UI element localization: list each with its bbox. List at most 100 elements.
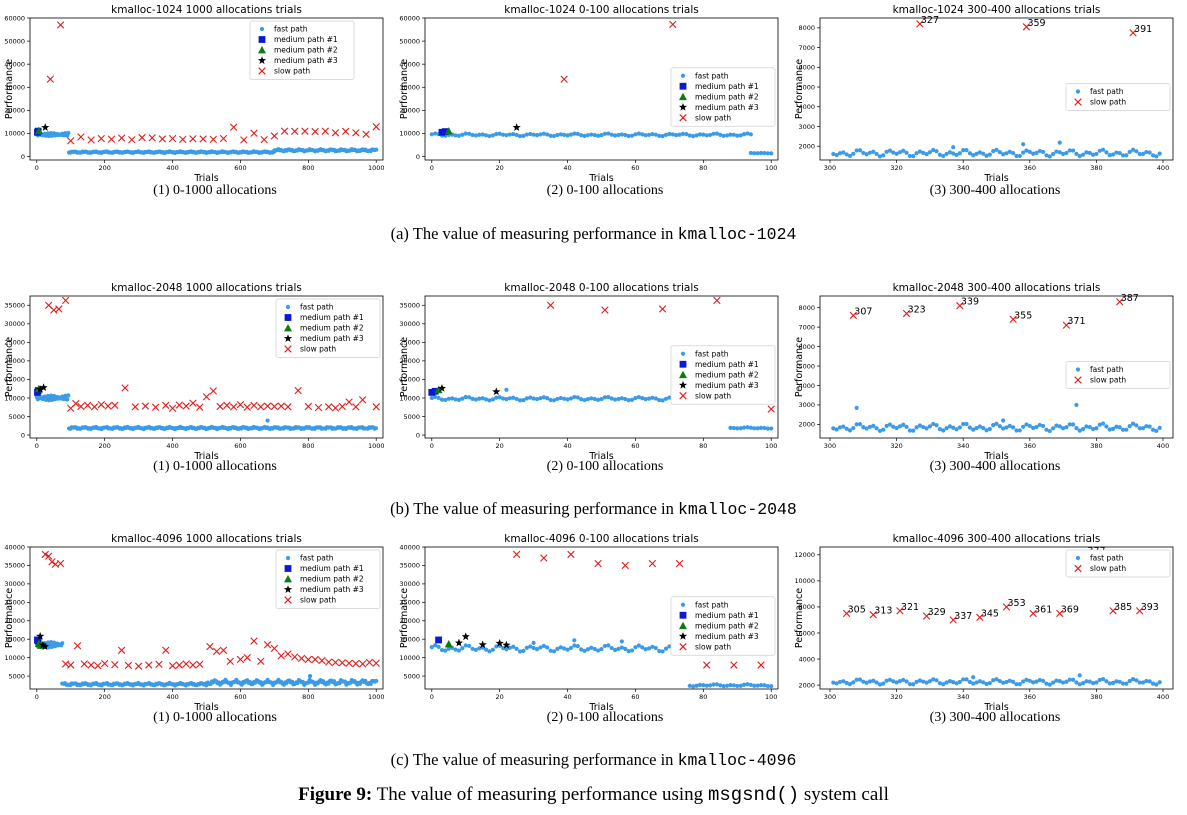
- fast-path-point: [944, 426, 949, 431]
- fast-path-point: [1100, 421, 1106, 426]
- fast-path-point: [758, 150, 764, 156]
- fast-path-point: [1140, 680, 1146, 685]
- legend-box: [249, 20, 355, 80]
- y-tick-label: 15000: [4, 376, 25, 384]
- fast-path-point: [1090, 681, 1096, 686]
- slow-path-point: [250, 637, 258, 645]
- fast-path-point: [701, 132, 706, 137]
- legend-marker-slow: [679, 114, 687, 122]
- y-tick-label: 3000: [798, 401, 815, 409]
- slow-path-point: [311, 655, 319, 664]
- fast-path-point: [974, 151, 979, 156]
- fast-path-point: [562, 646, 567, 651]
- fast-path-point: [66, 393, 71, 398]
- legend-box: [275, 298, 381, 358]
- fast-path-point: [670, 132, 675, 137]
- fast-path-point: [884, 423, 889, 428]
- fast-path-point: [1047, 682, 1052, 687]
- y-tick-label: 6000: [798, 64, 815, 72]
- fast-path-point: [714, 131, 720, 136]
- fast-path-point: [619, 639, 624, 644]
- slow-path-point: [594, 559, 602, 568]
- slow-path-point: [67, 661, 75, 669]
- fast-path-point: [907, 153, 913, 159]
- fast-path-point: [694, 683, 699, 688]
- plot-frame: [424, 17, 779, 161]
- fast-path-point: [443, 648, 448, 653]
- fast-path-point: [640, 395, 645, 401]
- fast-path-point: [490, 647, 495, 652]
- medium-path-3-point: [495, 638, 504, 647]
- fast-path-point: [947, 150, 952, 155]
- slow-path-point: [179, 135, 187, 144]
- y-tick-label: 40000: [399, 60, 420, 68]
- fast-path-point: [694, 133, 699, 138]
- slow-path-point: [902, 309, 911, 318]
- fast-path-point: [592, 646, 597, 652]
- legend-marker-medium3: [678, 380, 688, 389]
- legend-marker-medium2: [679, 621, 687, 630]
- fast-path-point: [1044, 153, 1049, 158]
- fast-path-point: [755, 426, 760, 431]
- fast-path-point: [470, 396, 475, 402]
- fast-path-point: [741, 132, 747, 137]
- x-tick-label: 1000: [368, 442, 385, 450]
- fast-path-point: [854, 677, 859, 682]
- fast-path-point: [981, 680, 986, 685]
- fast-path-point: [914, 425, 919, 430]
- fast-path-point: [517, 134, 523, 139]
- fast-path-point: [1117, 425, 1122, 430]
- fast-path-point: [548, 648, 553, 653]
- slow-path-point: [250, 129, 258, 137]
- fast-path-point: [924, 151, 929, 157]
- fast-path-point: [1084, 679, 1089, 684]
- fast-path-point: [589, 396, 594, 401]
- x-tick-label: 800: [302, 164, 314, 172]
- y-axis-label: Performance: [794, 588, 805, 648]
- slow-path-point: [949, 616, 957, 624]
- slow-path-point: [567, 550, 575, 559]
- slow-path-point: [270, 402, 279, 411]
- fast-path-point: [1104, 150, 1109, 155]
- fast-path-point: [534, 396, 540, 402]
- fast-path-point: [480, 132, 485, 137]
- y-tick-label: 7000: [798, 44, 815, 52]
- y-tick-label: 25000: [4, 339, 25, 347]
- x-tick-label: 320: [890, 693, 902, 701]
- fast-path-point: [1150, 153, 1156, 158]
- fast-path-point: [1124, 153, 1129, 158]
- x-tick-label: 400: [166, 693, 178, 701]
- fast-path-point: [1047, 428, 1052, 434]
- figure-caption: Figure 9: The value of measuring perform…: [0, 784, 1187, 806]
- fast-path-point: [837, 679, 843, 685]
- fast-path-point: [626, 398, 631, 403]
- fast-path-point: [997, 678, 1002, 684]
- x-tick-label: 600: [234, 442, 246, 450]
- x-tick-label: 380: [1090, 693, 1102, 701]
- fast-path-point: [735, 133, 740, 138]
- slow-path-point: [134, 662, 143, 670]
- legend-marker-slow: [1074, 376, 1082, 384]
- fast-path-point: [967, 151, 972, 156]
- slow-path-point: [84, 401, 92, 410]
- legend-label-medium2: medium path #2: [695, 370, 759, 379]
- fast-path-point: [1077, 154, 1082, 159]
- slow-path-point: [104, 402, 112, 410]
- point-annotation: 313: [874, 606, 892, 617]
- fast-path-point: [987, 680, 992, 686]
- fast-path-point: [867, 150, 873, 155]
- fast-path-point: [663, 646, 669, 651]
- fast-path-point: [657, 133, 662, 138]
- fast-path-point: [1070, 148, 1076, 153]
- fast-path-point: [991, 149, 996, 154]
- fast-path-point: [831, 426, 836, 431]
- fast-path-point: [735, 683, 740, 689]
- fast-path-point: [711, 682, 716, 687]
- x-tick-label: 1000: [368, 693, 385, 701]
- slow-path-point: [263, 402, 272, 410]
- slow-path-point: [331, 129, 340, 137]
- fast-path-point: [914, 151, 919, 156]
- plot-frame: [424, 295, 779, 439]
- x-tick-label: 380: [1090, 442, 1102, 450]
